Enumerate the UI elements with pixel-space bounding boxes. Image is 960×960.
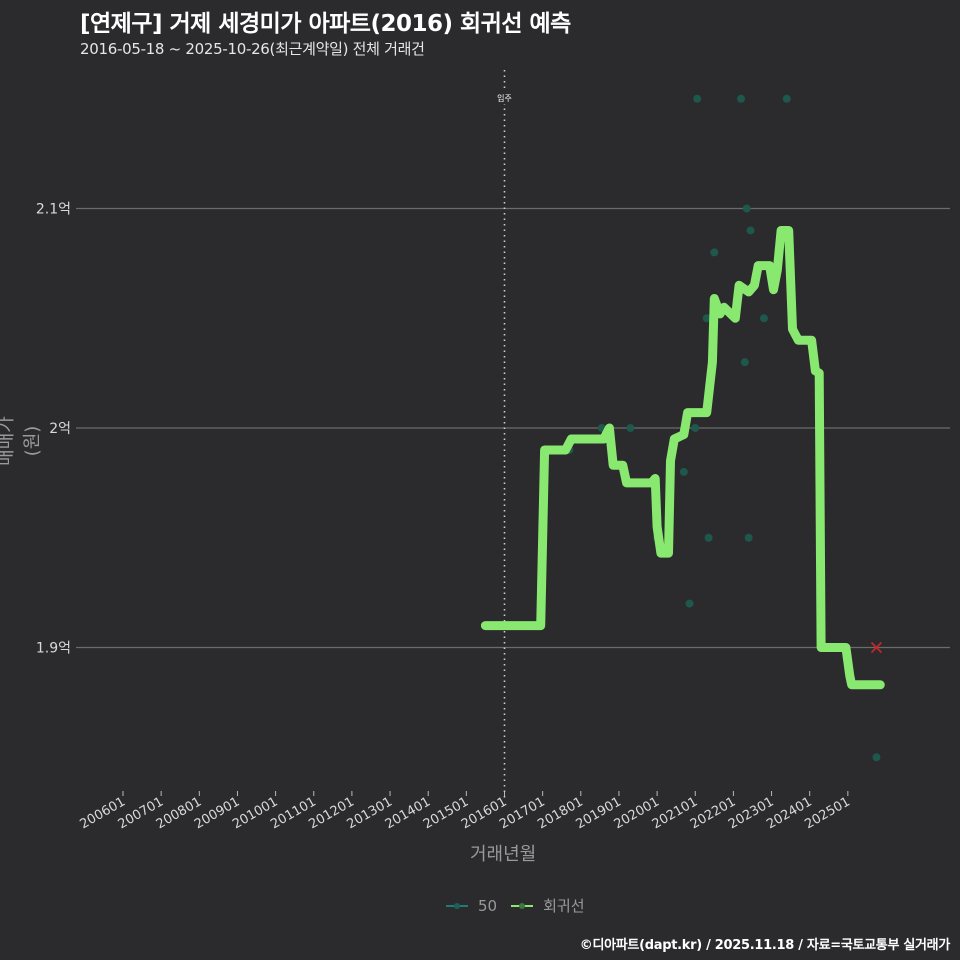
regression-line	[480, 226, 885, 690]
legend-label: 50	[478, 896, 498, 915]
scatter-point	[679, 467, 688, 476]
scatter-point	[740, 358, 749, 367]
scatter-point	[691, 424, 700, 432]
scatter-point	[759, 314, 768, 323]
scatter-point	[710, 248, 719, 257]
y-tick-label: 1.9억	[36, 641, 71, 657]
x-axis-label: 거래년월	[470, 844, 537, 865]
grid-lines	[76, 207, 950, 649]
legend-swatch-teal-icon	[446, 900, 468, 912]
legend-item-regression: 회귀선	[511, 895, 585, 916]
chart-title: [연제구] 거제 세경미가 아파트(2016) 회귀선 예측	[80, 11, 571, 37]
y-tick-label: 2.1억	[36, 202, 71, 218]
scatter-point	[685, 599, 694, 608]
legend-item-50: 50	[446, 897, 497, 915]
prediction-marker	[870, 641, 883, 654]
move-in-label: 입주	[497, 94, 512, 103]
scatter-point	[744, 533, 753, 542]
scatter-point	[693, 94, 702, 103]
regression-polyline	[480, 226, 885, 690]
x-axis-ticks: 2006012007012008012009012010012011012012…	[78, 791, 853, 832]
scatter-point	[746, 226, 755, 235]
legend-swatch-green-icon	[511, 900, 534, 912]
scatter-point	[737, 94, 746, 103]
prediction-x-icon	[870, 641, 883, 654]
scatter-point	[626, 424, 635, 432]
legend-label: 회귀선	[543, 897, 585, 915]
y-tick-label: 2억	[49, 421, 71, 437]
scatter-point	[742, 204, 751, 213]
chart-subtitle: 2016-05-18 ~ 2025-10-26(최근계약일) 전체 거래건	[80, 40, 425, 58]
scatter-point	[782, 94, 791, 103]
scatter-point	[702, 314, 711, 323]
legend: 50 회귀선	[446, 895, 591, 916]
credit-text: ©디아파트(dapt.kr) / 2025.11.18 / 자료=국토교통부 실…	[579, 938, 951, 953]
move-in-marker: 입주	[495, 70, 514, 800]
y-axis-ticks: 2.1억 2억 1.9억	[36, 202, 71, 657]
scatter-point	[704, 533, 713, 542]
scatter-point	[872, 753, 881, 762]
